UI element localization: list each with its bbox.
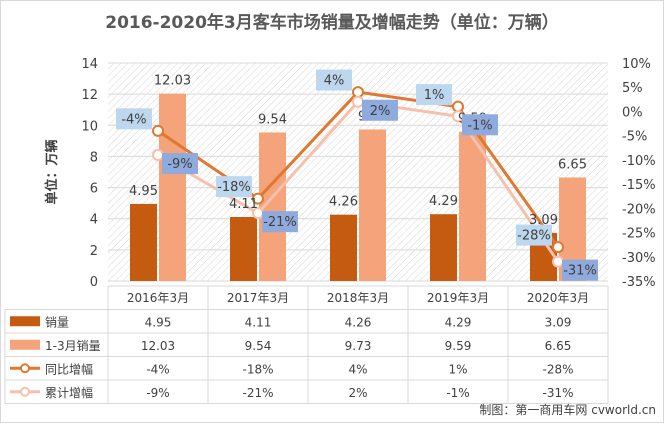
legend-marker <box>20 386 30 397</box>
legend-label: 1-3月销量 <box>45 339 101 353</box>
y-right-tick-label: -30% <box>622 251 656 266</box>
line-value-label: -9% <box>167 157 192 172</box>
x-tick-label: 2018年3月 <box>327 291 389 305</box>
table-cell: 6.65 <box>545 339 572 353</box>
line-value-label: -28% <box>517 229 551 244</box>
bar-sales <box>230 217 257 281</box>
table-cell: 1% <box>448 362 467 376</box>
y-left-tick-label: 2 <box>90 244 98 259</box>
x-tick-label: 2016年3月 <box>127 291 189 305</box>
table-cell: -21% <box>242 386 273 400</box>
table-cell: -28% <box>542 362 573 376</box>
bar-value-label: 9.54 <box>258 112 287 127</box>
table-cell: 9.54 <box>245 339 272 353</box>
line-label-box <box>462 114 498 136</box>
line-label-box <box>216 176 252 198</box>
line-label-box <box>262 211 298 233</box>
line-label-box <box>416 84 452 106</box>
line-label-box <box>316 69 352 91</box>
y-left-tick-label: 0 <box>90 275 98 290</box>
chart-title: 2016-2020年3月客车市场销量及增幅走势（单位：万辆） <box>105 13 559 33</box>
legend-label: 同比增幅 <box>45 361 93 376</box>
bar-value-label: 3.09 <box>529 213 558 228</box>
line-label-box <box>516 224 552 246</box>
bar-ytd-sales <box>459 131 486 281</box>
line-value-label: 1% <box>424 88 445 103</box>
y-right-tick-label: -15% <box>622 178 656 193</box>
line-value-label: 2% <box>370 104 391 119</box>
table-cell: -4% <box>146 362 169 376</box>
y-right-tick-label: -25% <box>622 227 656 242</box>
table-cell: 4.11 <box>245 315 272 329</box>
line-value-label: -18% <box>217 180 251 195</box>
x-tick-label: 2019年3月 <box>427 291 489 305</box>
y-right-tick-label: -35% <box>622 275 656 290</box>
bar-value-label: 6.65 <box>558 157 587 172</box>
table-cell: 4% <box>348 362 367 376</box>
line-value-label: -31% <box>563 264 597 279</box>
table-cell: 12.03 <box>141 339 175 353</box>
bar-value-label: 4.11 <box>229 197 258 212</box>
table-cell: 3.09 <box>545 315 572 329</box>
legend-label: 累计增幅 <box>45 385 93 400</box>
line-point <box>152 124 164 137</box>
line-point <box>552 241 564 254</box>
y-left-tick-label: 14 <box>81 57 98 72</box>
line-point <box>452 100 464 113</box>
x-tick-label: 2017年3月 <box>227 291 289 305</box>
line-value-label: -4% <box>121 112 146 127</box>
line-point <box>152 149 164 162</box>
bar-value-label: 4.95 <box>129 184 158 199</box>
y-axis-title: 单位：万辆 <box>44 139 60 204</box>
bar-sales <box>130 203 157 281</box>
y-right-tick-label: -5% <box>622 130 647 145</box>
line-value-label: 4% <box>324 74 345 89</box>
table-cell: 4.95 <box>145 315 172 329</box>
line-point <box>352 95 364 108</box>
line-label-box <box>116 108 152 130</box>
y-right-tick-label: 5% <box>622 81 643 96</box>
y-right-tick-label: -20% <box>622 202 656 217</box>
table-cell: -9% <box>146 386 169 400</box>
line-label-box <box>562 259 598 281</box>
legend-marker <box>20 363 30 374</box>
line-value-label: -21% <box>263 215 297 230</box>
legend-label: 销量 <box>45 315 69 329</box>
legend-swatch <box>10 339 40 350</box>
y-right-tick-label: 10% <box>622 57 651 72</box>
line-point <box>252 192 264 205</box>
y-left-tick-label: 4 <box>90 213 98 228</box>
bar-value-label: 4.29 <box>429 194 458 209</box>
y-right-tick-label: 0% <box>622 105 643 120</box>
y-left-tick-label: 10 <box>81 119 98 134</box>
chart-credit: 制图：第一商用车网 cvworld.cn <box>479 403 656 417</box>
bar-ytd-sales <box>359 129 386 281</box>
line-point <box>552 255 564 268</box>
y-left-tick-label: 6 <box>90 182 98 197</box>
line-label-box <box>362 99 398 121</box>
table-cell: 4.26 <box>345 315 372 329</box>
bar-value-label: 4.26 <box>329 195 358 210</box>
y-left-tick-label: 12 <box>81 88 98 103</box>
bar-ytd-sales <box>159 93 186 281</box>
bar-value-label: 12.03 <box>154 74 191 89</box>
table-cell: -18% <box>242 362 273 376</box>
table-cell: -1% <box>446 386 469 400</box>
table-cell: 2% <box>348 386 367 400</box>
table-cell: -31% <box>542 386 573 400</box>
line-point <box>352 86 364 99</box>
bar-sales <box>430 214 457 281</box>
table-cell: 9.59 <box>445 339 472 353</box>
bar-sales <box>330 214 357 281</box>
line-label-box <box>162 153 198 175</box>
x-tick-label: 2020年3月 <box>527 291 589 305</box>
y-right-tick-label: -10% <box>622 154 656 169</box>
legend-swatch <box>10 316 40 327</box>
table-cell: 9.73 <box>345 339 372 353</box>
y-left-tick-label: 8 <box>90 150 98 165</box>
line-value-label: -1% <box>467 118 492 133</box>
table-cell: 4.29 <box>445 315 472 329</box>
